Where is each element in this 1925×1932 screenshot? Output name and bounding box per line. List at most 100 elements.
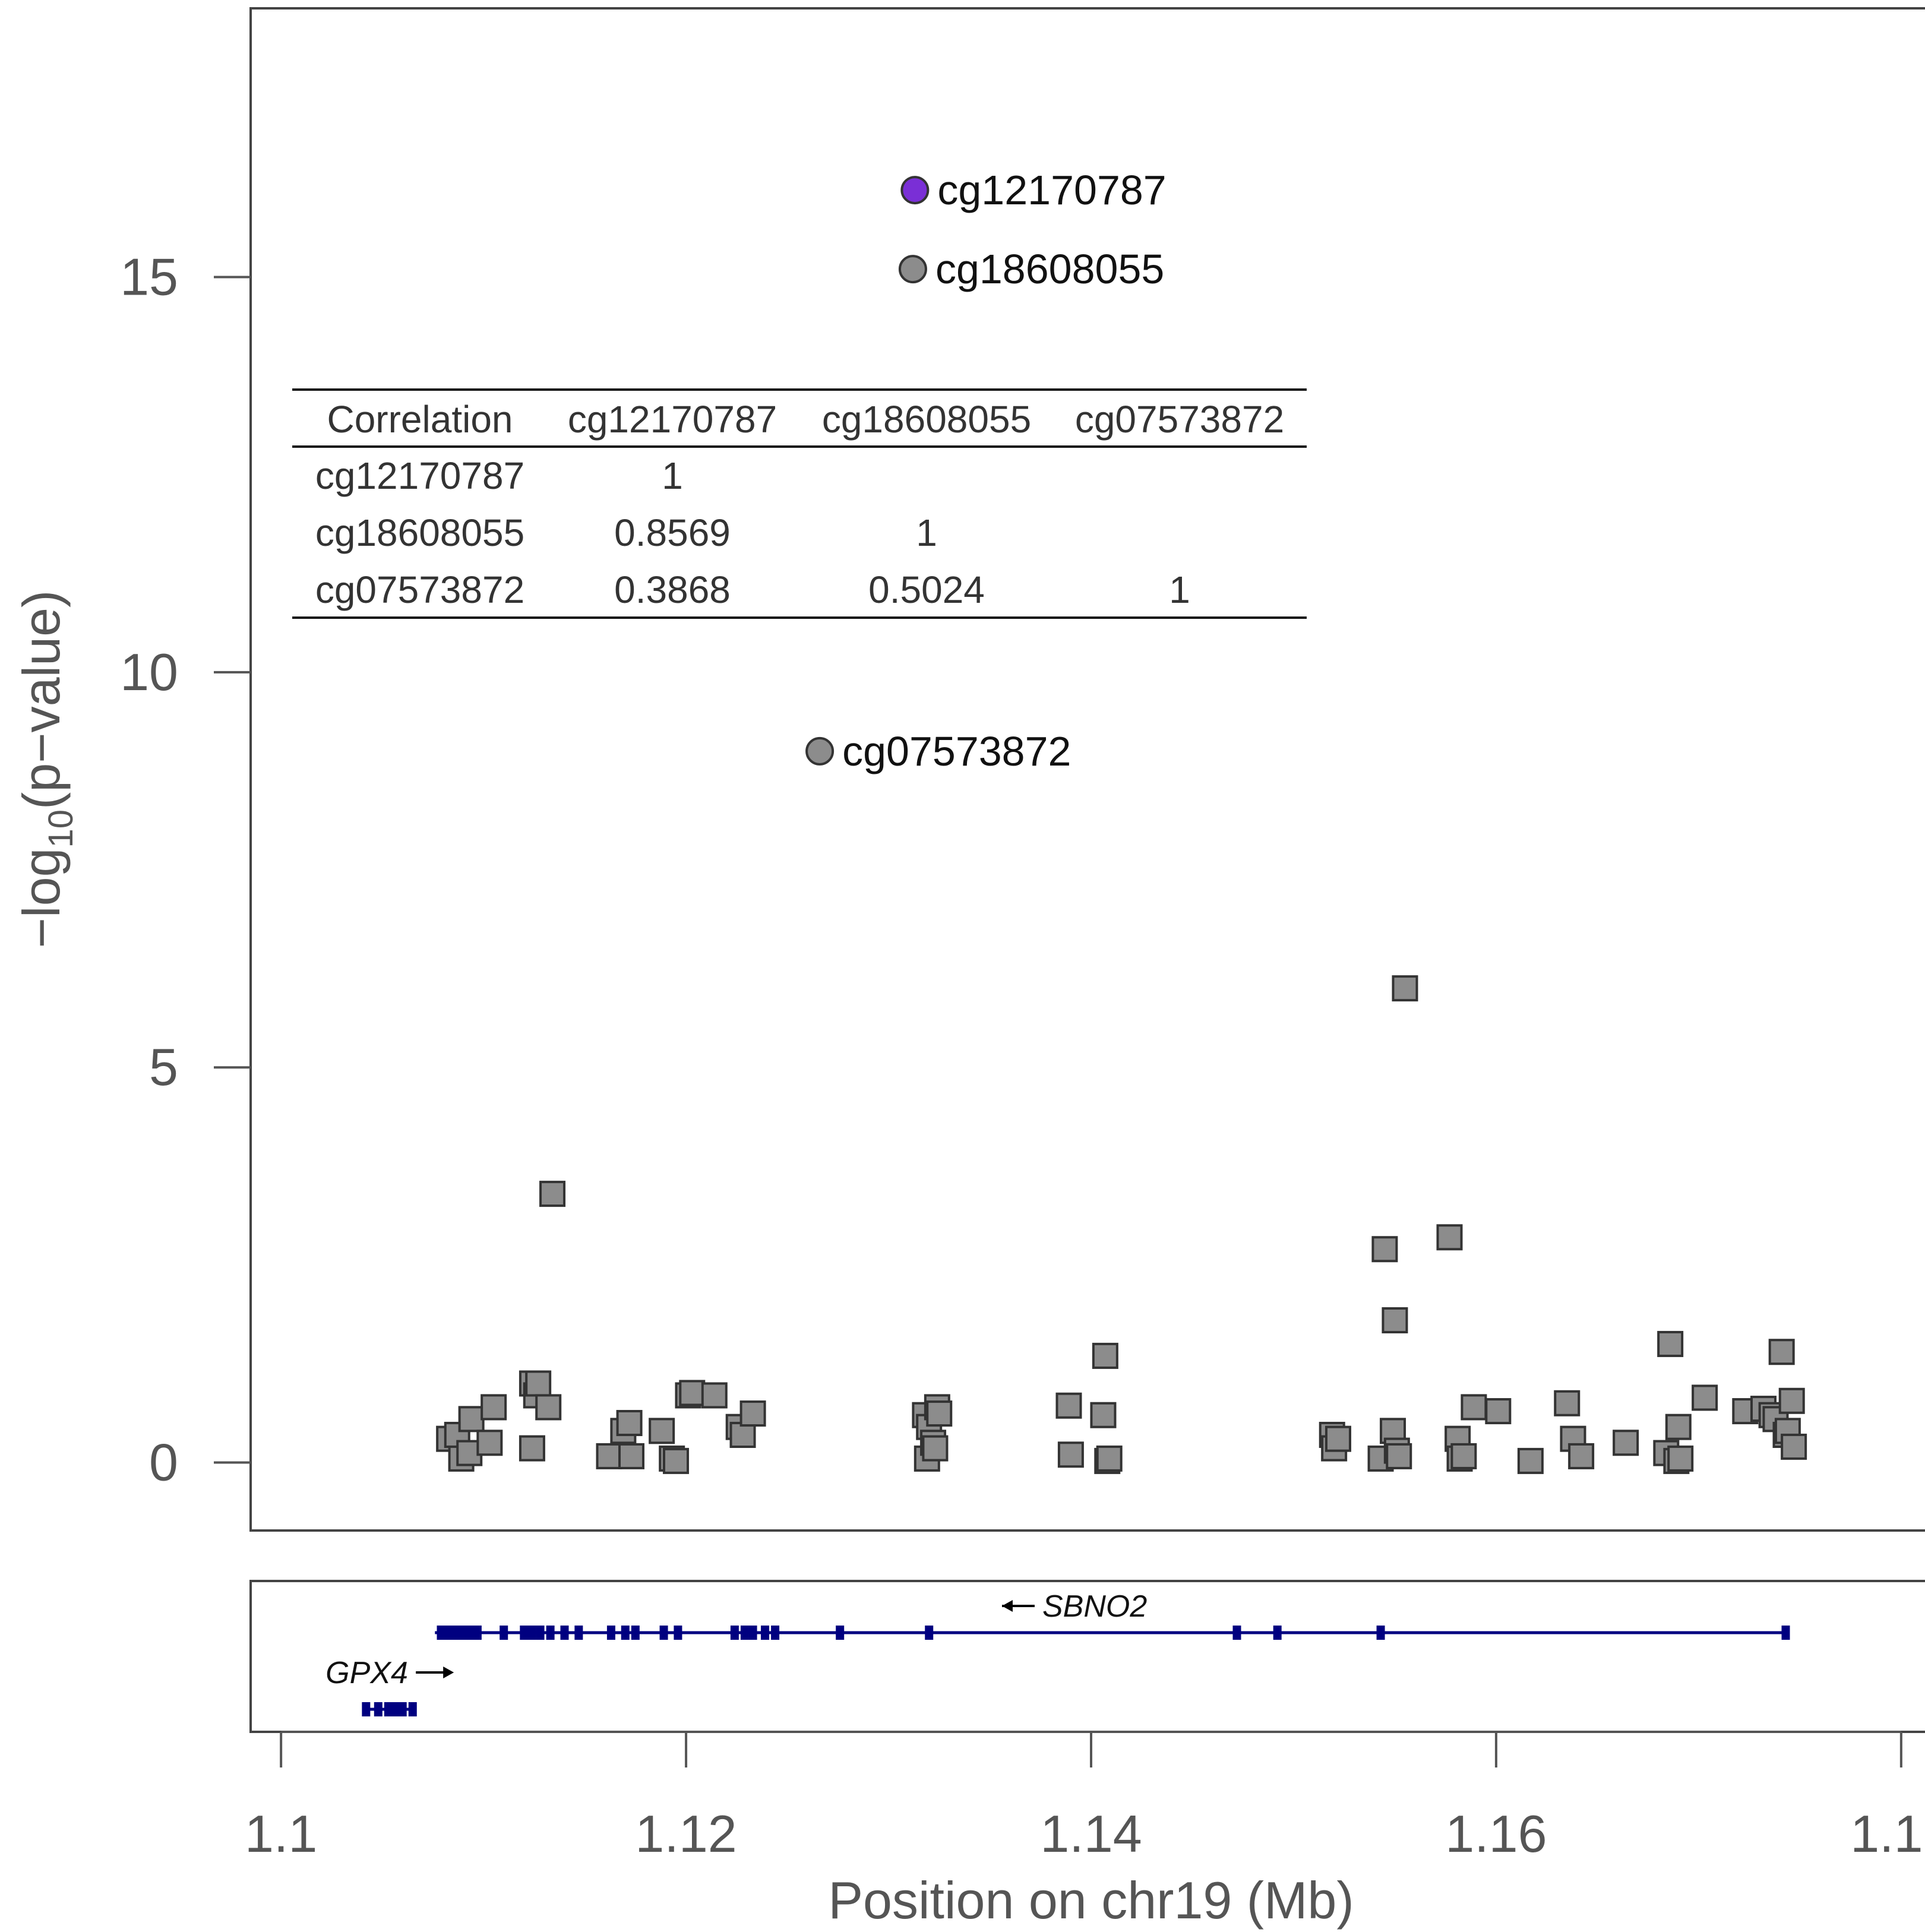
- probe-square: [481, 1394, 507, 1421]
- gene-exon: [1273, 1626, 1282, 1640]
- probe-markers: [436, 975, 1807, 1474]
- gene-exon: [384, 1702, 393, 1716]
- table-row-label: cg18608055: [315, 511, 524, 554]
- x-tick-label: 1.14: [1040, 1804, 1142, 1863]
- probe-square: [1382, 1307, 1408, 1334]
- y-axis-title-subscript: 10: [42, 810, 80, 848]
- gene-exon: [520, 1626, 529, 1640]
- x-tick-label: 1.12: [635, 1804, 737, 1863]
- gene-exon: [1376, 1626, 1385, 1640]
- probe-square: [519, 1435, 545, 1462]
- table-cell: 1: [916, 511, 937, 554]
- highlight-point-label: cg12170787: [937, 167, 1166, 213]
- probe-square: [701, 1382, 728, 1409]
- probe-square: [1371, 1236, 1398, 1263]
- x-tick-label: 1.16: [1445, 1804, 1547, 1863]
- probe-square: [1092, 1342, 1118, 1369]
- highlight-point-label: cg18608055: [935, 246, 1164, 292]
- gene-exon: [730, 1626, 739, 1640]
- probe-square: [1554, 1390, 1581, 1416]
- gene-exon: [748, 1626, 757, 1640]
- gene-label: GPX4: [325, 1656, 408, 1690]
- probe-square: [1692, 1384, 1718, 1411]
- probe-square: [1768, 1339, 1795, 1365]
- probe-square: [1325, 1425, 1351, 1452]
- gene-exon: [606, 1626, 615, 1640]
- gene-exon: [631, 1626, 640, 1640]
- correlation-table: Correlation cg12170787 cg18608055 cg0757…: [292, 388, 1307, 619]
- gene-label: SBNO2: [1042, 1589, 1147, 1624]
- table-cell: 0.5024: [868, 568, 985, 611]
- gene-exon: [1232, 1626, 1241, 1640]
- probe-square: [1568, 1443, 1595, 1469]
- y-tick-label: 15: [120, 247, 178, 306]
- y-axis-title: −log10(p−value): [12, 590, 80, 948]
- probe-square: [1436, 1224, 1463, 1251]
- probe-square: [649, 1418, 675, 1444]
- probe-square: [1090, 1402, 1117, 1428]
- gene-exon: [659, 1626, 668, 1640]
- gene-arrowhead: [1001, 1600, 1013, 1612]
- gene-exon: [560, 1626, 569, 1640]
- probe-square: [1781, 1433, 1807, 1460]
- x-axis-title: Position on chr19 (Mb): [828, 1871, 1354, 1930]
- probe-square: [1057, 1441, 1084, 1468]
- x-tick-label: 1.1: [245, 1804, 317, 1863]
- gene-exon: [621, 1626, 630, 1640]
- highlight-point: [898, 255, 927, 284]
- probe-square: [922, 1435, 949, 1462]
- gene-exon: [574, 1626, 583, 1640]
- main-panel-frame: [249, 7, 1925, 1532]
- table-cell: 1: [662, 454, 683, 497]
- gene-exon: [398, 1702, 407, 1716]
- gene-exon: [374, 1702, 383, 1716]
- probe-square: [1392, 975, 1418, 1002]
- probe-square: [458, 1406, 485, 1433]
- table-header-cell: Correlation: [327, 398, 513, 441]
- gene-exon: [408, 1702, 417, 1716]
- probe-square: [1778, 1387, 1805, 1414]
- table-cell: 0.8569: [614, 511, 731, 554]
- probe-square: [618, 1443, 645, 1469]
- table-row-label: cg12170787: [315, 454, 524, 497]
- probe-square: [663, 1447, 690, 1474]
- gene-exon: [536, 1626, 545, 1640]
- probe-square: [616, 1410, 643, 1437]
- probe-square: [539, 1181, 566, 1207]
- highlight-point: [900, 176, 930, 205]
- y-tick-label: 10: [120, 643, 178, 701]
- probe-square: [525, 1370, 552, 1397]
- x-axis: 1.1 1.12 1.14 1.16 1.18: [245, 1731, 1925, 1863]
- probe-square: [1485, 1398, 1512, 1425]
- probe-square: [1613, 1430, 1639, 1456]
- table-cell: 1: [1169, 568, 1190, 611]
- probe-square: [926, 1400, 953, 1427]
- highlighted-probes: cg12170787 cg18608055 cg07573872: [805, 167, 1167, 774]
- highlight-point: [805, 736, 835, 766]
- probe-square: [1055, 1392, 1082, 1419]
- probe-square: [679, 1380, 706, 1406]
- gene-exon: [925, 1626, 934, 1640]
- y-axis: 0 5 10 15: [120, 247, 251, 1492]
- table-header-cell: cg12170787: [568, 398, 777, 441]
- probe-square: [1517, 1447, 1544, 1474]
- probe-square: [1657, 1330, 1684, 1357]
- y-tick-label: 0: [149, 1433, 178, 1492]
- gene-exon: [500, 1626, 508, 1640]
- y-axis-title-main: −log: [12, 848, 71, 948]
- gene-exon: [771, 1626, 780, 1640]
- gene-exon: [674, 1626, 682, 1640]
- gene-exon: [761, 1626, 770, 1640]
- probe-square: [476, 1430, 503, 1456]
- table-header-cell: cg07573872: [1075, 398, 1284, 441]
- table-row-label: cg07573872: [315, 568, 524, 611]
- probe-square: [739, 1400, 766, 1427]
- probe-square: [1461, 1394, 1487, 1421]
- highlight-point-label: cg07573872: [842, 728, 1071, 774]
- probe-square: [1096, 1445, 1123, 1472]
- probe-square: [1667, 1445, 1694, 1472]
- probe-square: [1386, 1443, 1412, 1469]
- probe-square: [596, 1443, 622, 1469]
- table-header-cell: cg18608055: [822, 398, 1031, 441]
